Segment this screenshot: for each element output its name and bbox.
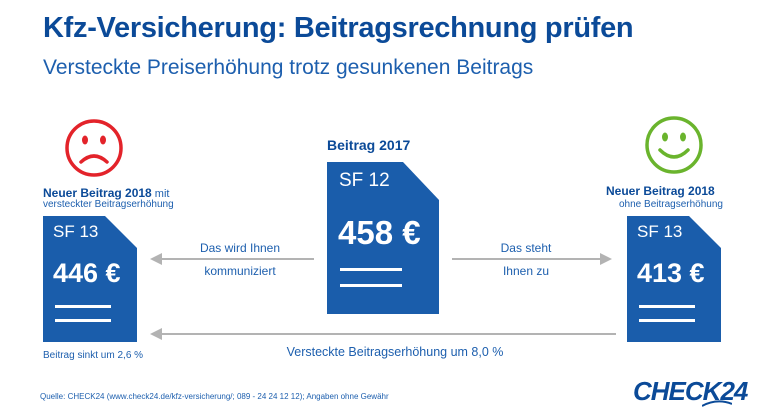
center-sf: SF 12 xyxy=(339,170,390,191)
right-label-line2: ohne Beitragserhöhung xyxy=(619,199,723,210)
right-sf: SF 13 xyxy=(637,222,683,241)
center-line-1 xyxy=(340,268,402,271)
page-subtitle: Versteckte Preiserhöhung trotz gesunkene… xyxy=(43,56,534,79)
left-label-line2: versteckter Beitragserhöhung xyxy=(43,199,174,210)
left-label: Neuer Beitrag 2018 mit xyxy=(43,184,169,202)
left-arrow-text-2: kommuniziert xyxy=(204,264,276,278)
happy-face-icon xyxy=(645,116,703,174)
center-label: Beitrag 2017 xyxy=(327,137,411,153)
left-line-2 xyxy=(55,319,111,322)
right-label-bold: Neuer Beitrag 2018 xyxy=(606,184,715,198)
check24-logo: CHECK24 xyxy=(633,376,748,406)
right-document: SF 13 413 € xyxy=(627,216,721,342)
center-document: SF 12 458 € xyxy=(327,162,439,314)
left-note: Beitrag sinkt um 2,6 % xyxy=(43,350,144,361)
left-label-suffix: mit xyxy=(151,188,170,200)
right-price: 413 € xyxy=(637,258,705,288)
left-sf: SF 13 xyxy=(53,222,99,241)
left-document: SF 13 446 € xyxy=(43,216,137,342)
right-arrow-text-1: Das steht xyxy=(500,241,552,255)
bottom-arrow xyxy=(150,328,616,340)
right-arrow xyxy=(452,253,612,265)
page-title: Kfz-Versicherung: Beitragsrechnung prüfe… xyxy=(43,12,634,44)
center-line-2 xyxy=(340,284,402,287)
center-price: 458 € xyxy=(338,214,421,251)
left-label-bold: Neuer Beitrag 2018 xyxy=(43,186,152,200)
left-line-1 xyxy=(55,305,111,308)
right-line-2 xyxy=(639,319,695,322)
left-price: 446 € xyxy=(53,258,121,288)
right-line-1 xyxy=(639,305,695,308)
logo-swoosh-icon xyxy=(702,400,732,407)
left-arrow-text-1: Das wird Ihnen xyxy=(199,241,281,255)
right-arrow-text-2: Ihnen zu xyxy=(502,264,550,278)
source-text: Quelle: CHECK24 (www.check24.de/kfz-vers… xyxy=(40,392,389,401)
sad-face-icon xyxy=(65,119,123,177)
bottom-arrow-text: Versteckte Beitragserhöhung um 8,0 % xyxy=(286,345,504,359)
left-arrow xyxy=(150,253,314,265)
